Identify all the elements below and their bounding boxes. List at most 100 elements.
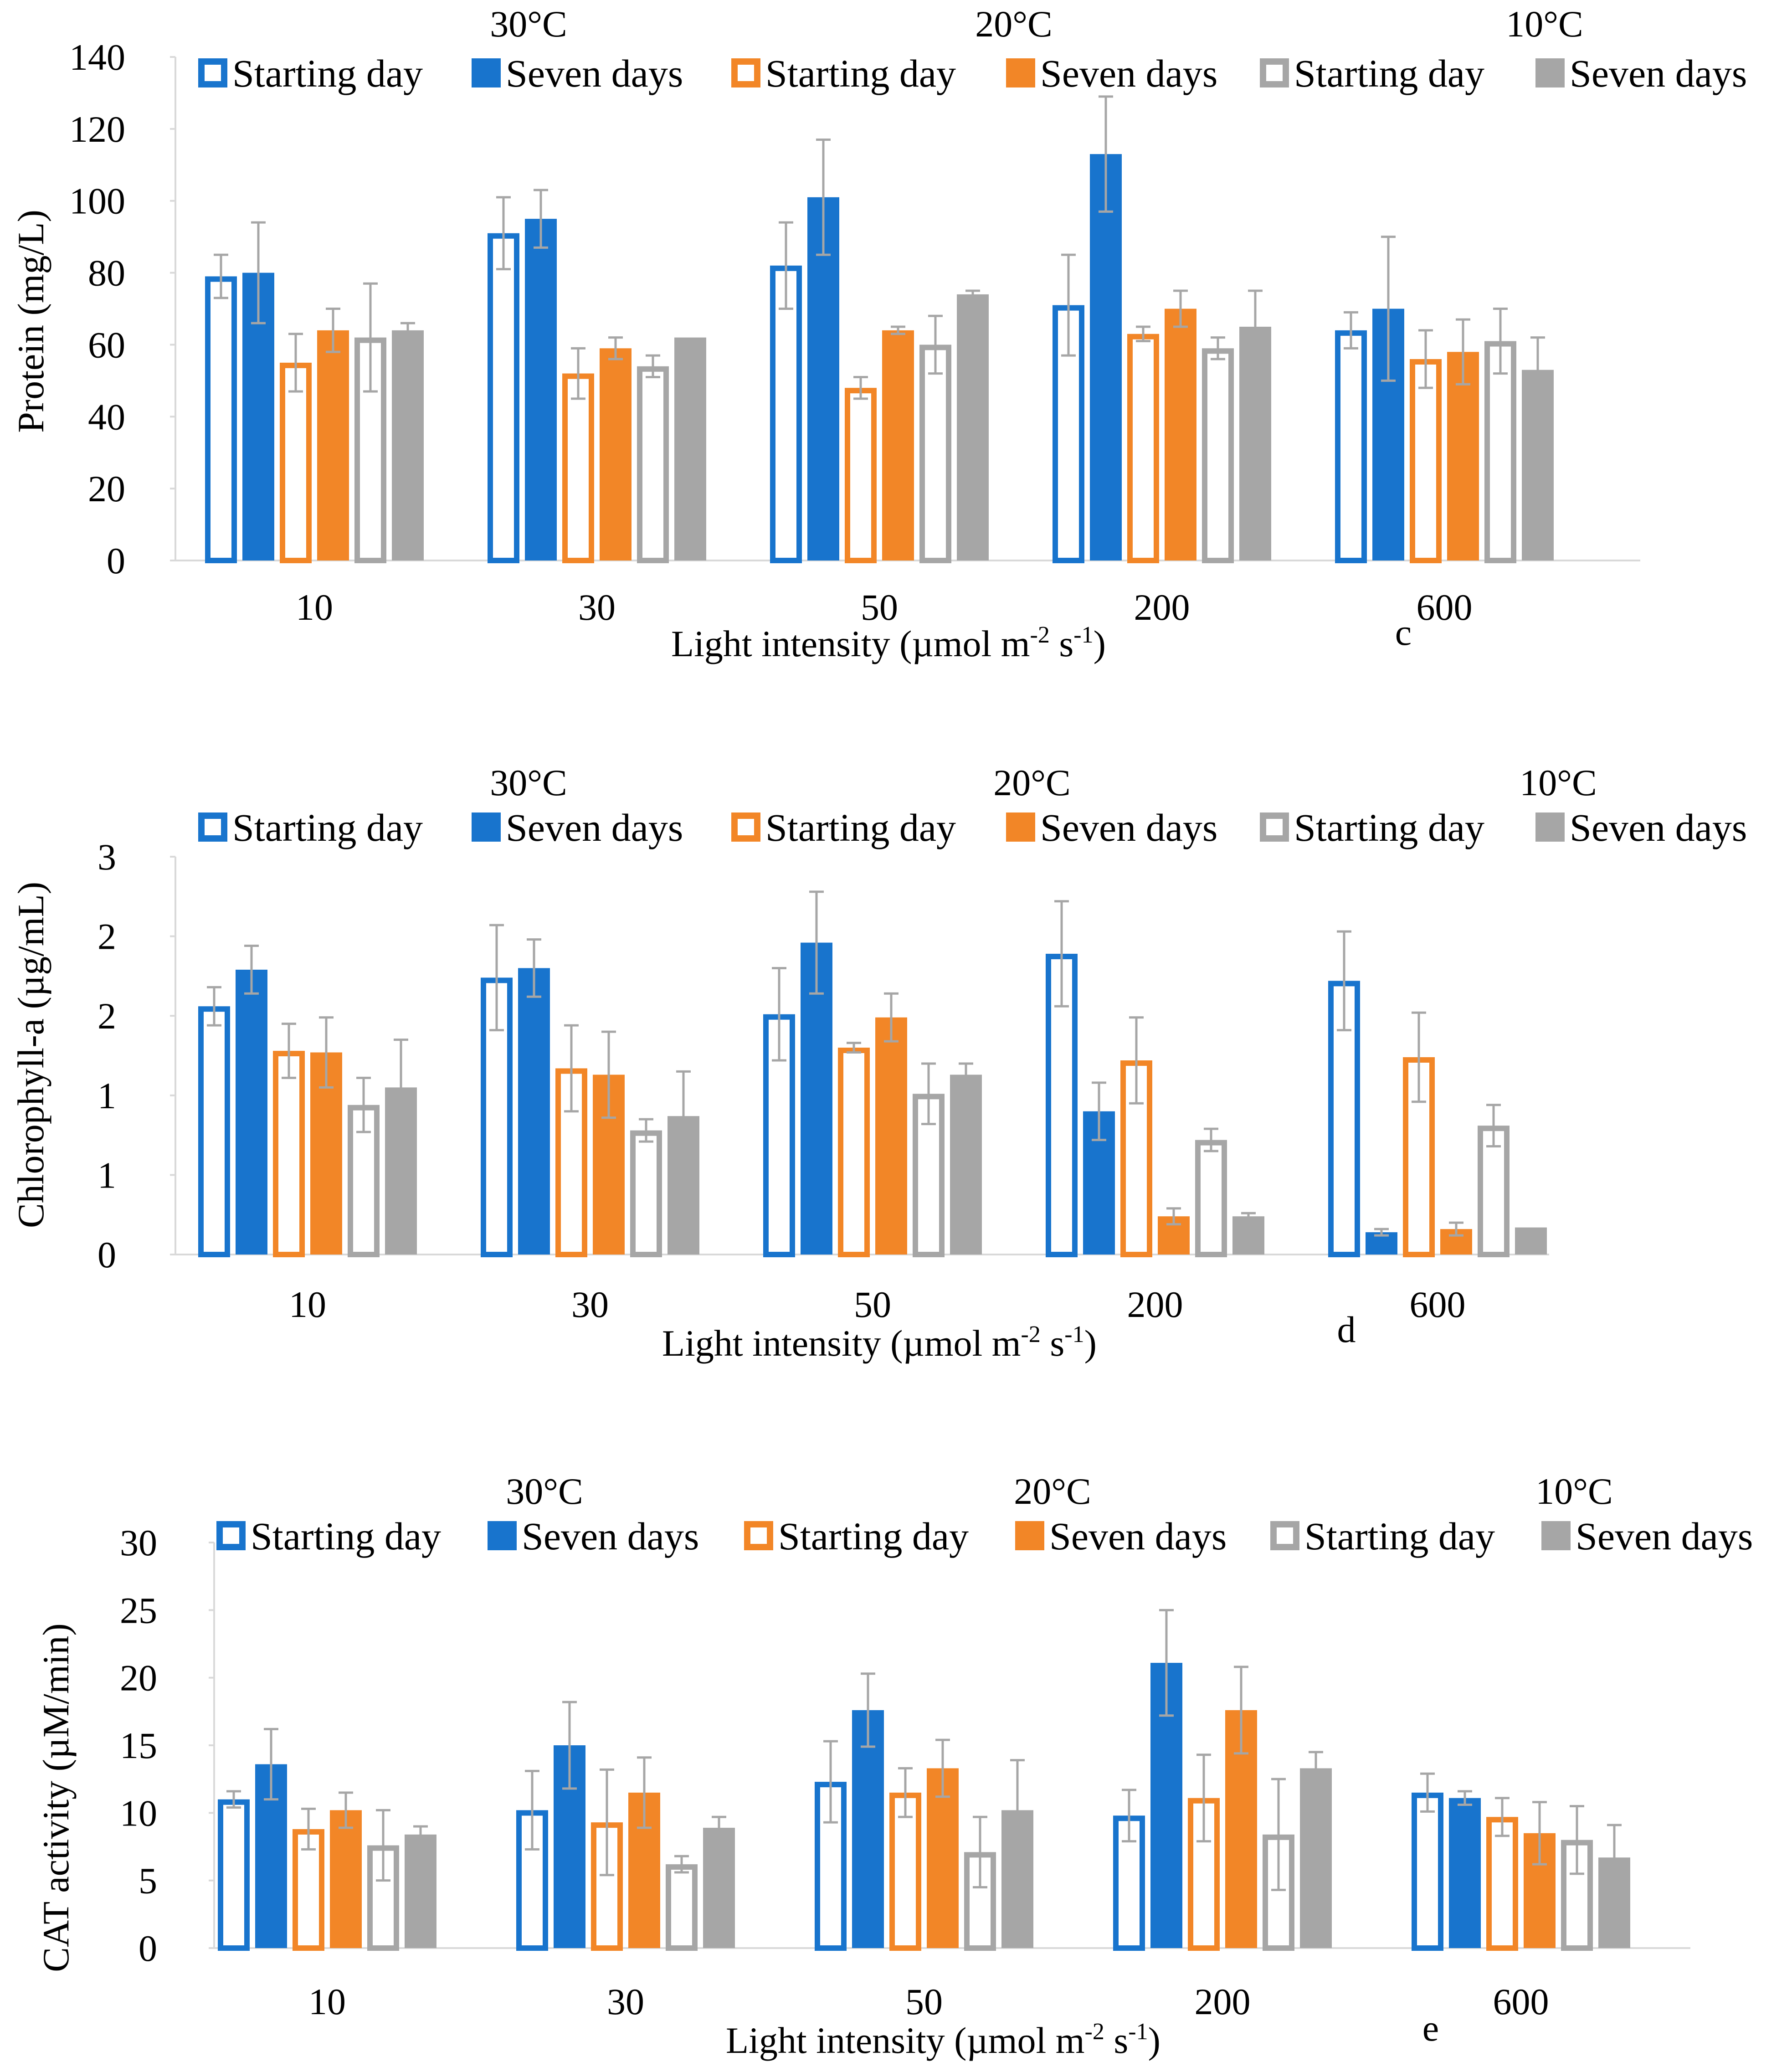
bar-orange-seven-days <box>317 330 349 560</box>
y-tick-label: 20 <box>120 1657 157 1699</box>
legend-swatch-starting-10 <box>1270 1521 1299 1550</box>
legend-swatch-starting-30 <box>198 812 227 842</box>
x-tick-label: 30 <box>607 1981 644 2022</box>
bar-gray-seven-days <box>405 1834 436 1948</box>
legend-swatch-seven-20 <box>1006 812 1035 842</box>
y-axis-title: CAT activity (µM/min) <box>35 1623 77 1972</box>
bar-orange-seven-days <box>330 1810 362 1948</box>
bar-orange-starting-day <box>280 362 312 564</box>
x-tick-label: 30 <box>571 1284 609 1325</box>
bar-gray-seven-days <box>950 1075 982 1255</box>
x-tick-label: 200 <box>1127 1284 1183 1325</box>
x-tick-label: 200 <box>1134 586 1190 628</box>
x-tick-label: 200 <box>1195 1981 1251 2022</box>
legend-label-starting-10: Starting day <box>1294 806 1484 849</box>
temperature-label-10: 10°C <box>1535 1471 1613 1512</box>
temperature-label-20: 20°C <box>993 762 1071 803</box>
bar-blue-seven-days <box>525 219 557 560</box>
bar-blue-seven-days <box>807 197 839 561</box>
bar-gray-starting-day <box>1478 1126 1510 1257</box>
y-tick-label: 0 <box>139 1928 157 1969</box>
bar-blue-starting-day <box>198 1006 230 1258</box>
legend-label-starting-20: Starting day <box>765 51 956 95</box>
bar-orange-starting-day <box>845 388 877 564</box>
panel-label: c <box>1395 612 1412 653</box>
y-tick-label: 20 <box>88 468 125 509</box>
x-tick-label: 50 <box>861 586 898 628</box>
bar-blue-starting-day <box>1335 330 1367 563</box>
y-tick-label: 30 <box>120 1522 157 1563</box>
legend-label-seven-20: Seven days <box>1049 1514 1227 1558</box>
bar-orange-starting-day <box>1486 1817 1518 1951</box>
x-tick-label: 600 <box>1410 1284 1466 1325</box>
y-tick-label: 140 <box>69 36 125 78</box>
temperature-label-30: 30°C <box>490 3 567 45</box>
bar-blue-starting-day <box>1113 1815 1145 1951</box>
y-tick-label: 15 <box>120 1725 157 1766</box>
bar-blue-seven-days <box>518 968 550 1255</box>
bar-blue-starting-day <box>770 265 802 563</box>
y-tick-label: 1 <box>98 1154 116 1196</box>
x-tick-label: 50 <box>905 1981 943 2022</box>
bar-gray-seven-days <box>1515 1227 1547 1255</box>
bar-orange-starting-day <box>1410 359 1442 563</box>
legend-swatch-starting-20 <box>731 812 760 842</box>
bar-blue-starting-day <box>488 233 519 563</box>
y-tick-label: 40 <box>88 396 125 437</box>
legend-swatch-seven-30 <box>472 58 501 87</box>
bar-orange-starting-day <box>273 1051 305 1257</box>
legend-label-seven-20: Seven days <box>1040 51 1217 95</box>
x-axis-title: Light intensity (µmol m-2 s-1) <box>671 622 1106 664</box>
legend-swatch-seven-10 <box>1535 812 1565 842</box>
legend-swatch-seven-10 <box>1535 58 1565 87</box>
y-tick-label: 25 <box>120 1589 157 1631</box>
legend-label-seven-20: Seven days <box>1040 806 1217 849</box>
bar-gray-starting-day <box>1202 348 1234 563</box>
bar-orange-starting-day <box>1127 334 1159 563</box>
bar-gray-starting-day <box>637 366 669 563</box>
temperature-label-30: 30°C <box>490 762 567 803</box>
panel-label: e <box>1422 2007 1439 2049</box>
bar-gray-starting-day <box>919 345 951 564</box>
legend-swatch-seven-20 <box>1006 58 1035 87</box>
legend-label-starting-30: Starting day <box>232 806 423 849</box>
legend-swatch-starting-10 <box>1260 58 1289 87</box>
bar-gray-starting-day <box>1195 1140 1227 1257</box>
y-tick-label: 0 <box>107 540 125 581</box>
y-axis-title: Chlorophyll-a (µg/mL) <box>10 882 51 1228</box>
bar-gray-seven-days <box>392 330 424 560</box>
legend-swatch-starting-30 <box>198 58 227 87</box>
panel-label: d <box>1337 1309 1356 1350</box>
bar-orange-starting-day <box>889 1792 921 1951</box>
legend-swatch-seven-30 <box>488 1521 517 1550</box>
legend-swatch-starting-10 <box>1260 812 1289 842</box>
legend-label-starting-10: Starting day <box>1294 51 1484 95</box>
legend-label-starting-30: Starting day <box>251 1514 441 1558</box>
y-tick-label: 0 <box>98 1234 116 1275</box>
bar-gray-starting-day <box>630 1130 662 1258</box>
temperature-label-20: 20°C <box>1014 1471 1091 1512</box>
legend-swatch-seven-20 <box>1015 1521 1044 1550</box>
y-tick-label: 5 <box>139 1860 157 1902</box>
bar-gray-seven-days <box>1300 1768 1332 1948</box>
bar-orange-seven-days <box>875 1017 907 1255</box>
x-tick-label: 50 <box>854 1284 891 1325</box>
bar-gray-seven-days <box>674 337 706 560</box>
legend: Starting day Seven days Starting day Sev… <box>216 1514 1753 1558</box>
panel-cat-activity: 30°C 20°C 10°C Starting day Seven days S… <box>35 1471 1753 2061</box>
panel-protein: 30°C 20°C 10°C Starting day Seven days S… <box>10 3 1747 664</box>
temperature-label-30: 30°C <box>506 1471 583 1512</box>
panel-chlorophyll: 30°C 20°C 10°C Starting day Seven days S… <box>10 762 1747 1364</box>
legend-label-seven-30: Seven days <box>522 1514 699 1558</box>
legend-swatch-starting-30 <box>216 1521 246 1550</box>
y-tick-label: 1 <box>98 1075 116 1116</box>
bar-blue-seven-days <box>1449 1798 1481 1948</box>
y-tick-label: 2 <box>98 995 116 1037</box>
y-tick-label: 2 <box>98 916 116 957</box>
x-axis-title: Light intensity (µmol m-2 s-1) <box>662 1322 1097 1364</box>
bar-orange-starting-day <box>838 1048 870 1258</box>
legend-swatch-seven-30 <box>472 812 501 842</box>
bar-blue-seven-days <box>852 1710 884 1948</box>
legend-label-starting-20: Starting day <box>778 1514 969 1558</box>
x-tick-label: 10 <box>289 1284 326 1325</box>
